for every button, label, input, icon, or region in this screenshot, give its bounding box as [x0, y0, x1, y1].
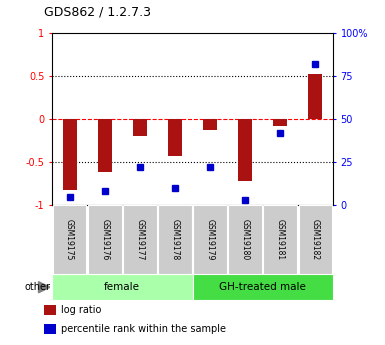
Text: GSM19180: GSM19180 — [241, 219, 250, 260]
Bar — [44, 324, 56, 334]
Bar — [62, 119, 77, 190]
Bar — [123, 205, 157, 274]
Text: GSM19175: GSM19175 — [65, 219, 74, 260]
Bar — [98, 119, 112, 172]
Text: GSM19179: GSM19179 — [206, 219, 214, 260]
Bar — [228, 205, 262, 274]
Bar — [308, 74, 323, 119]
Text: GH-treated male: GH-treated male — [219, 282, 306, 292]
Text: GSM19177: GSM19177 — [135, 219, 144, 260]
Bar — [53, 205, 86, 274]
Bar — [52, 274, 192, 300]
Bar — [158, 205, 192, 274]
Text: percentile rank within the sample: percentile rank within the sample — [61, 324, 226, 334]
Text: GDS862 / 1.2.7.3: GDS862 / 1.2.7.3 — [44, 6, 151, 19]
Bar — [273, 119, 287, 126]
Bar — [263, 205, 297, 274]
Text: other: other — [24, 282, 50, 292]
Text: female: female — [104, 282, 140, 292]
Bar — [168, 119, 182, 156]
Text: GSM19182: GSM19182 — [311, 219, 320, 260]
Bar — [44, 306, 56, 315]
Text: GSM19176: GSM19176 — [100, 219, 109, 260]
Bar — [203, 119, 217, 130]
Text: log ratio: log ratio — [61, 305, 102, 315]
Bar — [88, 205, 122, 274]
Bar — [193, 205, 227, 274]
Bar — [299, 205, 332, 274]
Bar — [133, 119, 147, 136]
Polygon shape — [38, 282, 50, 293]
Text: GSM19181: GSM19181 — [276, 219, 285, 260]
Text: GSM19178: GSM19178 — [171, 219, 179, 260]
Bar — [238, 119, 252, 181]
Bar — [192, 274, 333, 300]
